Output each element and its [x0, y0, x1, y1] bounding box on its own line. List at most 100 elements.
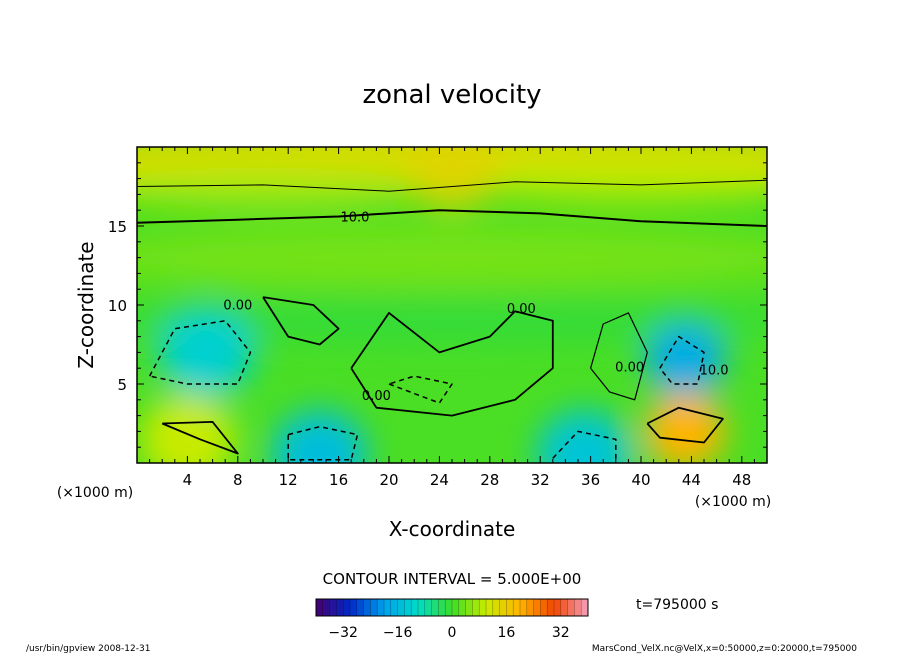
y-tick-label: 15: [108, 218, 127, 236]
colorbar-cell: [574, 599, 582, 616]
colorbar-cell: [499, 599, 507, 616]
colorbar-cell: [526, 599, 534, 616]
contour-label: 10.0: [700, 364, 729, 379]
contour-line: [388, 375, 453, 404]
colorbar-cell: [404, 599, 412, 616]
plot-area: 10.0 0.00 0.00 0.00 0.00 10.0: [137, 147, 767, 463]
field-band: [464, 162, 767, 201]
x-tick-label: 40: [631, 471, 650, 489]
field-extremum: [644, 393, 726, 463]
x-tick-label: 32: [531, 471, 550, 489]
contour-label: 0.00: [223, 299, 252, 314]
colorbar-cell: [567, 599, 575, 616]
colorbar-cell: [343, 599, 351, 616]
contour-line: [148, 320, 252, 385]
colorbar-cell: [540, 599, 548, 616]
x-tick-label: 16: [329, 471, 348, 489]
colorbar-cell: [479, 599, 487, 616]
contour-line: [287, 425, 359, 461]
colorbar-cell: [384, 599, 392, 616]
colorbar-cell: [452, 599, 460, 616]
colorbar-cell: [458, 599, 466, 616]
colorbar-cell: [445, 599, 453, 616]
colorbar-cell: [370, 599, 378, 616]
contour-line: [161, 421, 239, 455]
colorbar-tick-label: 0: [448, 625, 457, 641]
x-unit-label-right: (×1000 m): [695, 494, 771, 510]
contour-label: 10.0: [341, 210, 370, 225]
contour-label: 0.00: [615, 360, 644, 375]
time-label: t=795000 s: [636, 597, 718, 613]
contour-line: [646, 406, 724, 444]
field-band: [137, 297, 767, 345]
colorbar-cell: [492, 599, 500, 616]
field-extremum: [404, 147, 500, 208]
colorbar-cell: [424, 599, 432, 616]
colorbar-cell: [316, 599, 324, 616]
contour-line: [590, 312, 648, 401]
contour-line: [659, 335, 705, 385]
x-tick-label: 12: [279, 471, 298, 489]
y-axis-label: Z-coordinate: [74, 241, 98, 368]
colorbar-cell: [513, 599, 521, 616]
colorbar-cell: [547, 599, 555, 616]
contour-label: 0.00: [507, 302, 536, 317]
chart-title: zonal velocity: [362, 80, 541, 110]
colorbar-frame: [315, 598, 589, 617]
x-tick-label: 4: [183, 471, 193, 489]
colorbar-cell: [390, 599, 398, 616]
footer-right: MarsCond_VelX.nc@VelX,x=0:50000,z=0:2000…: [592, 644, 857, 654]
colorbar-cell: [397, 599, 405, 616]
colorbar-cell: [329, 599, 337, 616]
contour-line: [262, 296, 340, 346]
colorbar-cell: [350, 599, 358, 616]
field-extremum: [139, 394, 236, 463]
colorbar-cell: [520, 599, 528, 616]
x-unit-label-left: (×1000 m): [57, 485, 133, 501]
colorbar-cell: [363, 599, 371, 616]
colorbar-cell: [411, 599, 419, 616]
colorbar-cell: [560, 599, 568, 616]
field-extremum: [158, 307, 255, 398]
x-tick-label: 20: [379, 471, 398, 489]
colorbar-tick-label: −16: [383, 625, 413, 641]
contour-line: [137, 179, 767, 192]
colorbar-cell: [465, 599, 473, 616]
x-axis-label: X-coordinate: [389, 517, 516, 541]
colorbar-cell: [554, 599, 562, 616]
colorbar-cell: [431, 599, 439, 616]
colorbar-cell: [472, 599, 480, 616]
colorbar-tick-label: −32: [328, 625, 358, 641]
x-tick-label: 28: [480, 471, 499, 489]
field-band: [137, 226, 767, 290]
y-tick-label: 10: [108, 297, 127, 315]
contour-label: 0.00: [362, 389, 391, 404]
x-tick-label: 48: [732, 471, 751, 489]
colorbar-cell: [322, 599, 330, 616]
colorbar-cell: [438, 599, 446, 616]
colorbar-cell: [356, 599, 364, 616]
contour-line: [350, 310, 554, 417]
x-tick-label: 44: [682, 471, 701, 489]
field-extremum: [644, 322, 726, 399]
x-tick-label: 8: [233, 471, 243, 489]
contour-line: [137, 209, 767, 227]
contour-interval-text: CONTOUR INTERVAL = 5.000E+00: [323, 570, 582, 588]
colorbar: −32 −16 0 16 32: [315, 598, 589, 641]
contour-line: [552, 430, 617, 460]
field-extremum: [271, 410, 368, 463]
footer-left: /usr/bin/gpview 2008-12-31: [26, 644, 150, 654]
contour-lines: [137, 179, 767, 461]
colorbar-cell: [336, 599, 344, 616]
colorbar-cell: [533, 599, 541, 616]
colorbar-cell: [377, 599, 385, 616]
colorbar-cell: [506, 599, 514, 616]
colorbar-cell: [418, 599, 426, 616]
x-tick-label: 24: [430, 471, 449, 489]
colorbar-tick-label: 16: [497, 625, 515, 641]
y-tick-label: 5: [117, 376, 127, 394]
colorbar-tick-label: 32: [552, 625, 570, 641]
colorbar-cell: [486, 599, 494, 616]
